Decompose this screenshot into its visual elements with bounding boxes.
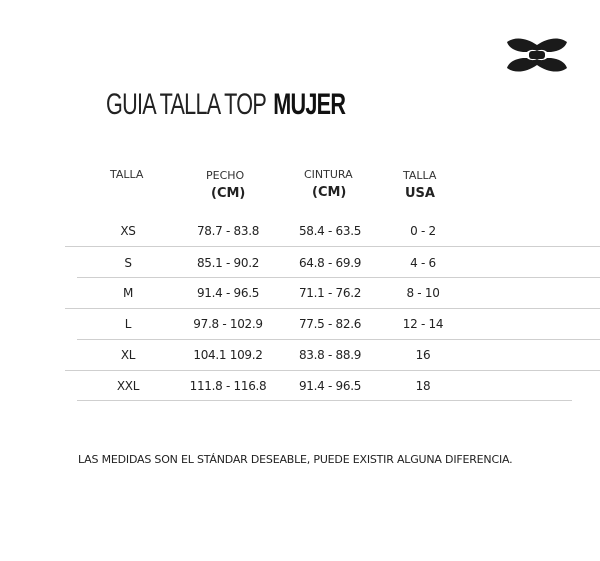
row-divider <box>77 339 600 340</box>
cell-usa-size: 8 - 10 <box>406 286 440 300</box>
cell-waist: 77.5 - 82.6 <box>298 317 362 331</box>
under-armour-logo <box>507 38 567 72</box>
cell-usa-size: 4 - 6 <box>410 256 436 270</box>
disclaimer-note: LAS MEDIDAS SON EL STÁNDAR DESEABLE, PUE… <box>78 453 513 466</box>
header-chest: PECHO (CM) <box>206 169 245 201</box>
cell-size: M <box>122 286 134 300</box>
header-unit: (CM) <box>312 185 347 200</box>
header-label: TALLA <box>403 169 437 182</box>
cell-chest: 85.1 - 90.2 <box>196 256 260 270</box>
cell-chest: 104.1 109.2 <box>193 348 263 362</box>
row-divider <box>65 308 600 309</box>
header-size: TALLA <box>110 168 143 182</box>
header-unit: USA <box>405 186 435 201</box>
header-usa-size: TALLA USA <box>403 169 436 201</box>
cell-usa-size: 16 <box>415 348 431 362</box>
row-divider <box>77 277 600 278</box>
title-light: GUIA TALLA TOP <box>106 88 267 121</box>
cell-usa-size: 18 <box>415 379 431 393</box>
header-unit: (CM) <box>211 186 246 201</box>
cell-size: XL <box>120 348 136 362</box>
cell-size: L <box>124 317 132 331</box>
row-divider <box>65 246 600 247</box>
header-label: CINTURA <box>304 168 353 181</box>
cell-waist: 91.4 - 96.5 <box>298 379 362 393</box>
cell-waist: 71.1 - 76.2 <box>298 286 362 300</box>
cell-waist: 64.8 - 69.9 <box>298 256 362 270</box>
cell-usa-size: 12 - 14 <box>402 317 444 331</box>
title-bold: MUJER <box>273 88 346 121</box>
cell-chest: 97.8 - 102.9 <box>193 317 263 331</box>
row-divider <box>65 370 600 371</box>
cell-size: S <box>124 256 132 270</box>
header-label: TALLA <box>110 168 144 181</box>
cell-chest: 111.8 - 116.8 <box>189 379 267 393</box>
cell-chest: 91.4 - 96.5 <box>196 286 260 300</box>
row-divider <box>77 400 572 401</box>
header-label: PECHO <box>206 169 245 182</box>
cell-usa-size: 0 - 2 <box>410 224 436 238</box>
cell-waist: 58.4 - 63.5 <box>298 224 362 238</box>
page-title: GUIA TALLA TOP MUJER <box>106 88 346 122</box>
header-waist: CINTURA (CM) <box>304 168 353 200</box>
cell-size: XXL <box>116 379 140 393</box>
cell-chest: 78.7 - 83.8 <box>196 224 260 238</box>
cell-waist: 83.8 - 88.9 <box>298 348 362 362</box>
cell-size: XS <box>120 224 136 238</box>
